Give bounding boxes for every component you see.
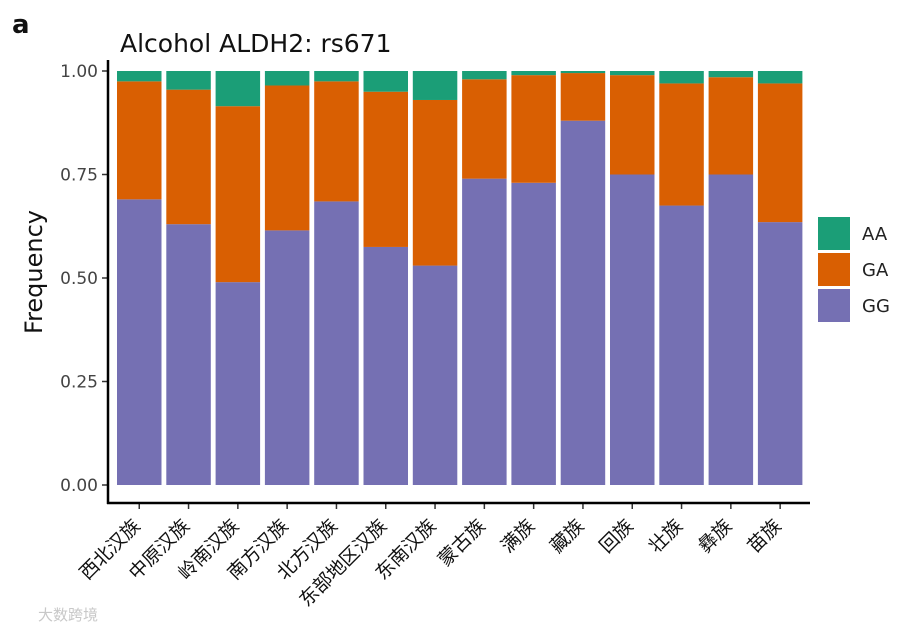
bar-aa-8	[511, 71, 556, 76]
bar-ga-2	[215, 106, 261, 283]
bar-aa-9	[560, 71, 606, 74]
legend: AA GA GG	[818, 217, 890, 322]
bar-gg-2	[215, 282, 261, 485]
bar-ga-6	[412, 99, 458, 266]
legend-swatch-gg	[818, 289, 850, 322]
bar-ga-11	[659, 83, 704, 206]
bar-gg-8	[511, 182, 556, 485]
bar-ga-3	[264, 85, 310, 231]
bar-ga-5	[363, 91, 408, 247]
bar-aa-11	[659, 71, 704, 84]
x-tick-label-8: 满族	[497, 515, 539, 557]
y-tick-label-4: 1.00	[60, 62, 98, 82]
y-tick-label-0: 0.00	[60, 476, 98, 496]
bar-ga-10	[610, 75, 655, 175]
legend-label-ga: GA	[862, 260, 889, 281]
bar-ga-1	[166, 89, 211, 225]
chart-title: Alcohol ALDH2: rs671	[120, 29, 392, 58]
legend-label-aa: AA	[862, 224, 888, 245]
bar-ga-0	[117, 81, 162, 200]
x-tick-label-10: 回族	[595, 515, 637, 557]
bar-aa-2	[215, 71, 261, 107]
bar-aa-12	[708, 71, 754, 78]
bar-ga-7	[462, 79, 507, 179]
legend-swatch-aa	[818, 217, 850, 250]
bar-aa-1	[166, 71, 211, 90]
bar-aa-0	[117, 71, 162, 82]
x-tick-label-13: 苗族	[743, 515, 785, 557]
bar-aa-7	[462, 71, 507, 80]
legend-swatch-ga	[818, 253, 850, 286]
bar-gg-10	[610, 174, 655, 485]
bar-gg-5	[363, 246, 408, 485]
bar-gg-11	[659, 205, 704, 486]
x-tick-label-7: 蒙古族	[434, 515, 490, 571]
y-tick-label-1: 0.25	[60, 373, 98, 393]
y-axis-label: Frequency	[20, 210, 48, 334]
bar-aa-4	[314, 71, 359, 82]
bar-gg-3	[264, 230, 310, 485]
bars-group	[117, 71, 803, 486]
bar-gg-0	[117, 199, 162, 485]
x-tick-label-11: 壮族	[645, 515, 687, 557]
y-tick-label-2: 0.50	[60, 269, 98, 289]
bar-ga-4	[314, 81, 359, 202]
bar-aa-6	[412, 71, 458, 100]
watermark: 大数跨境	[38, 606, 98, 624]
bar-ga-9	[560, 73, 606, 121]
bar-aa-3	[264, 71, 310, 86]
bar-gg-12	[708, 174, 754, 485]
x-tick-label-12: 彝族	[694, 515, 736, 557]
x-tick-label-9: 藏族	[546, 515, 588, 557]
bar-gg-13	[757, 222, 803, 486]
bar-ga-8	[511, 75, 556, 183]
bar-gg-1	[166, 224, 211, 485]
bar-gg-6	[412, 265, 458, 485]
bar-gg-7	[462, 178, 507, 485]
bar-aa-13	[757, 71, 803, 84]
x-ticks-group: 西北汉族中原汉族岭南汉族南方汉族北方汉族东部地区汉族东南汉族蒙古族 满族 藏族 回族壮…	[75, 503, 786, 611]
y-tick-label-3: 0.75	[60, 166, 98, 186]
bar-gg-4	[314, 201, 359, 485]
bar-aa-5	[363, 71, 408, 92]
bar-gg-9	[560, 120, 606, 486]
bar-ga-13	[757, 83, 803, 223]
bar-aa-10	[610, 71, 655, 76]
bar-ga-12	[708, 77, 754, 175]
y-ticks-group: 0.00 0.25 0.50 0.75 1.00	[60, 62, 108, 496]
legend-label-gg: GG	[862, 296, 890, 317]
panel-label: a	[12, 10, 30, 40]
